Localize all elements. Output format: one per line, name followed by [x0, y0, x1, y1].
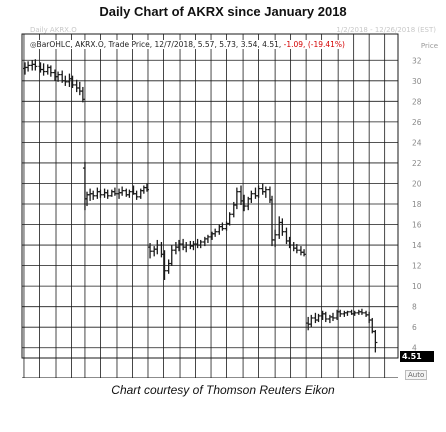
price-axis-label: Price — [420, 42, 438, 50]
y-tick-label: 8 — [412, 303, 417, 312]
y-tick-label: 6 — [412, 323, 417, 332]
plot-frame — [21, 33, 399, 359]
y-tick-label: 30 — [412, 77, 422, 86]
legend-change: -1.09, (-19.41%) — [283, 40, 345, 49]
y-tick-label: 14 — [412, 241, 422, 250]
y-tick-label: 4 — [412, 344, 417, 353]
y-tick-label: 20 — [412, 179, 422, 188]
auto-scale-button[interactable]: Auto — [405, 370, 428, 380]
y-tick-label: 18 — [412, 200, 422, 209]
y-tick-label: 32 — [412, 56, 422, 65]
y-tick-label: 26 — [412, 118, 422, 127]
panel-symbol-label: Daily AKRX.O — [30, 26, 77, 34]
last-price-badge: 4.51 — [400, 351, 434, 362]
ohlc-legend: ◎BarOHLC, AKRX.O, Trade Price, 12/7/2018… — [28, 40, 347, 49]
ohlc-chart[interactable]: 468101214161820222426283032JanFebMarAprM… — [0, 20, 446, 378]
y-tick-label: 24 — [412, 138, 422, 147]
y-tick-label: 16 — [412, 221, 422, 230]
y-tick-label: 22 — [412, 159, 422, 168]
y-tick-label: 10 — [412, 282, 422, 291]
y-tick-label: 28 — [412, 97, 422, 106]
legend-icon: ◎ — [30, 40, 37, 49]
chart-title: Daily Chart of AKRX since January 2018 — [99, 4, 347, 19]
legend-values: BarOHLC, AKRX.O, Trade Price, 12/7/2018,… — [36, 40, 282, 49]
y-tick-label: 12 — [412, 262, 422, 271]
chart-caption: Chart courtesy of Thomson Reuters Eikon — [111, 383, 335, 397]
panel-date-range: 1/2/2018 - 12/26/2018 (EST) — [336, 26, 436, 34]
chart-panel[interactable]: 468101214161820222426283032JanFebMarAprM… — [0, 20, 446, 378]
